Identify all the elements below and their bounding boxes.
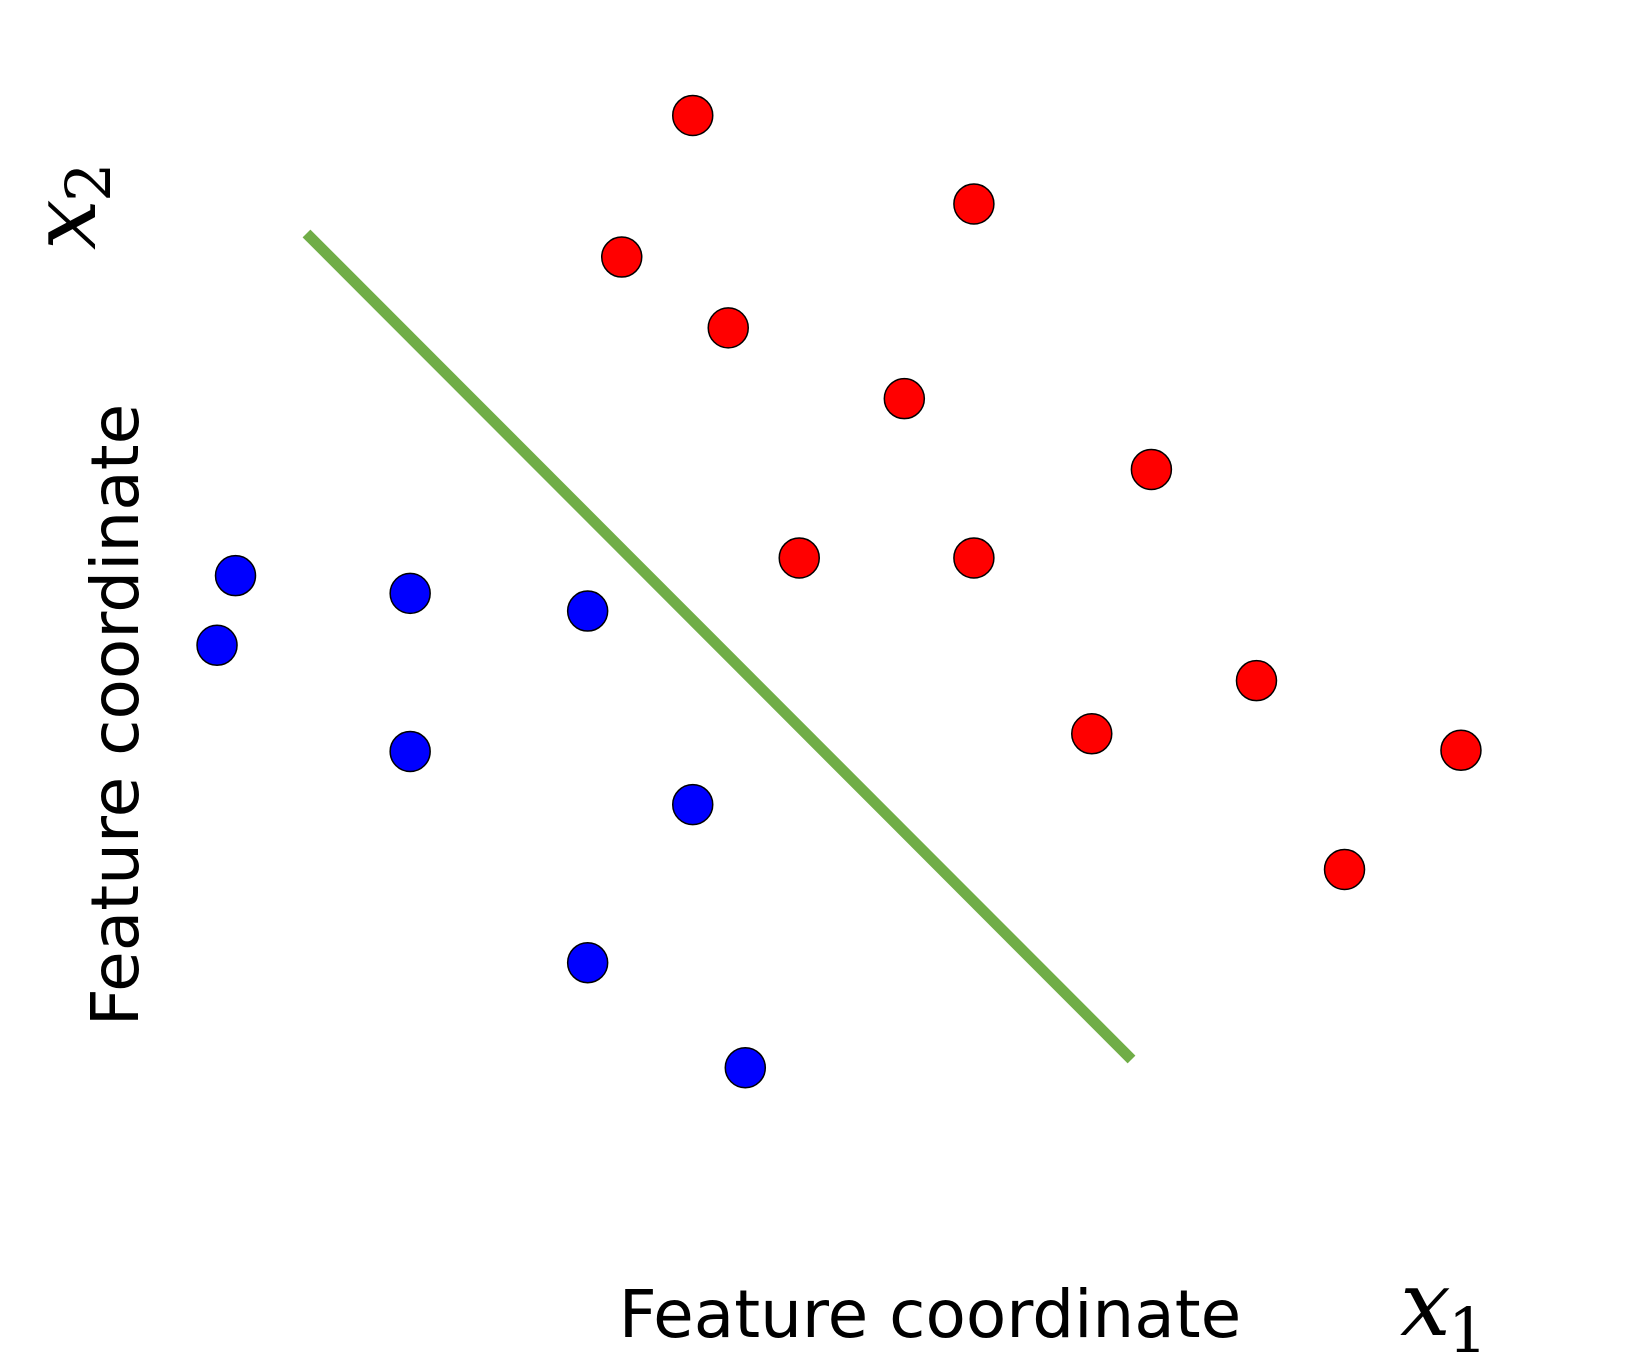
data-point <box>600 236 643 278</box>
data-point <box>883 377 926 420</box>
decision-boundary-line <box>302 229 1136 1064</box>
data-point <box>953 183 995 225</box>
y-axis-symbol-base: x <box>12 199 117 250</box>
data-point <box>196 624 238 667</box>
data-point <box>566 941 609 984</box>
data-point <box>778 537 820 579</box>
data-point <box>1323 848 1366 891</box>
data-points-layer <box>196 94 1482 1089</box>
data-point <box>1130 448 1173 491</box>
data-point <box>1235 659 1278 702</box>
data-point <box>389 572 431 615</box>
data-point <box>707 307 749 349</box>
x-axis-symbol-base: x <box>1400 1252 1451 1357</box>
data-point <box>671 94 714 137</box>
data-point <box>389 730 431 773</box>
x-axis-symbol-subscript: 1 <box>1448 1294 1487 1358</box>
data-point <box>724 1046 767 1089</box>
decision-boundary-layer <box>302 229 1136 1064</box>
y-axis-label: Feature coordinate <box>77 404 154 1026</box>
data-point <box>566 590 609 632</box>
data-point <box>1440 729 1482 772</box>
data-point <box>214 554 257 597</box>
x-axis-label: Feature coordinate <box>619 1276 1241 1353</box>
data-point <box>1071 713 1113 755</box>
data-point <box>953 537 995 579</box>
y-axis-symbol-subscript: 2 <box>52 163 125 202</box>
y-axis-symbol: x 2 <box>12 163 125 250</box>
data-point <box>671 783 714 826</box>
x-axis-symbol: x 1 <box>1400 1252 1487 1358</box>
